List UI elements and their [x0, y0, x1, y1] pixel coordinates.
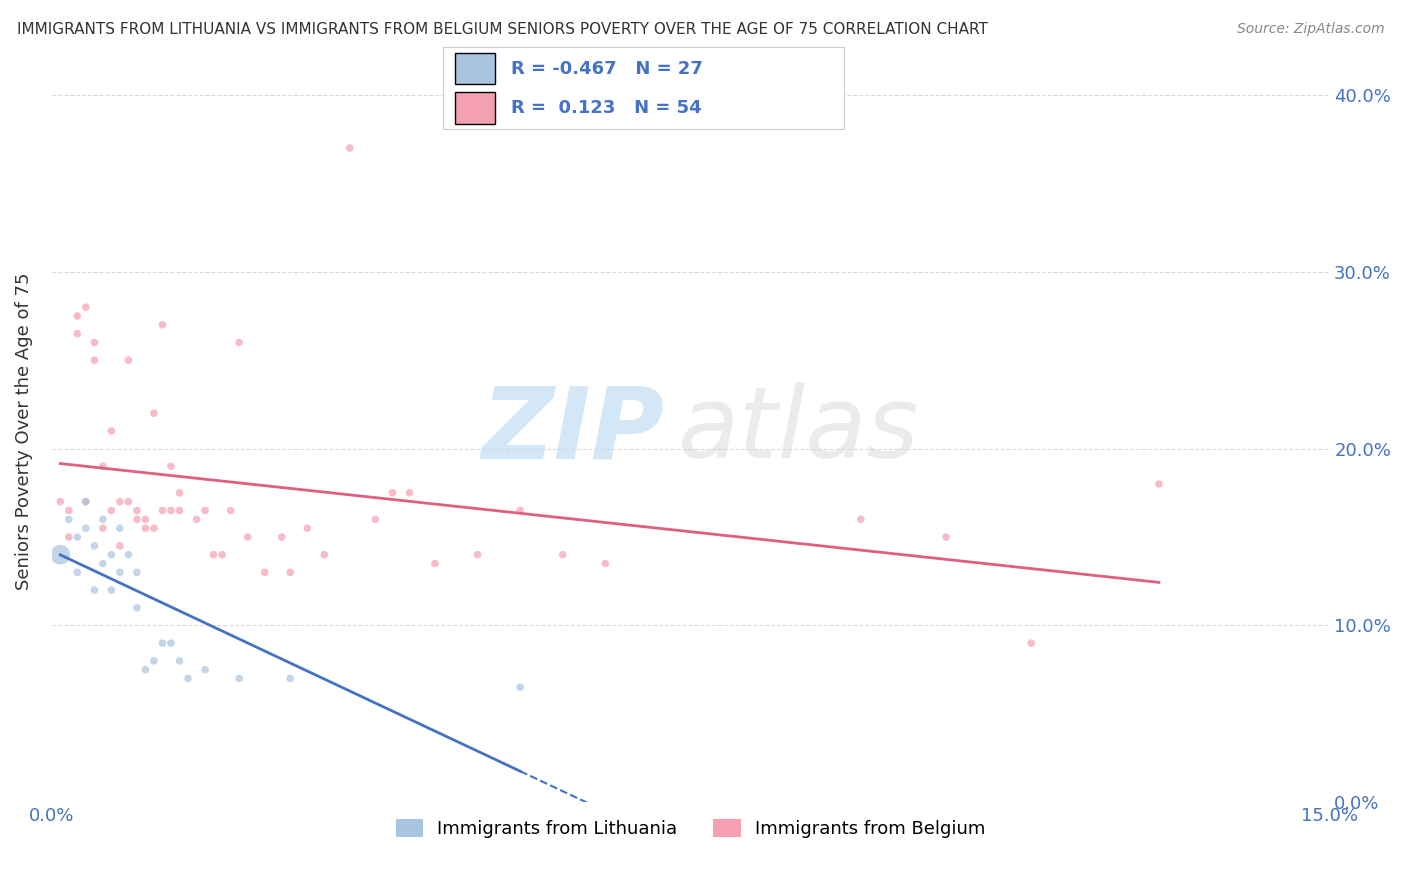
Point	[100, 548, 122, 562]
Point	[339, 141, 361, 155]
Point	[202, 548, 225, 562]
Point	[125, 512, 148, 526]
Point	[83, 353, 105, 368]
Text: ZIP: ZIP	[482, 383, 665, 479]
Legend: Immigrants from Lithuania, Immigrants from Belgium: Immigrants from Lithuania, Immigrants fr…	[388, 812, 993, 846]
Point	[177, 672, 200, 686]
Point	[58, 512, 80, 526]
Point	[91, 512, 114, 526]
Point	[381, 485, 404, 500]
Point	[66, 566, 89, 580]
Point	[278, 672, 301, 686]
Point	[117, 494, 139, 508]
Point	[100, 503, 122, 517]
Point	[551, 548, 574, 562]
Point	[228, 335, 250, 350]
Point	[83, 583, 105, 598]
Point	[509, 503, 531, 517]
Point	[49, 494, 72, 508]
Point	[134, 512, 156, 526]
Point	[58, 530, 80, 544]
Point	[66, 530, 89, 544]
Point	[108, 494, 131, 508]
Point	[160, 459, 183, 474]
Point	[314, 548, 336, 562]
Point	[152, 636, 174, 650]
Point	[398, 485, 420, 500]
Point	[849, 512, 872, 526]
Point	[66, 326, 89, 341]
Point	[364, 512, 387, 526]
Y-axis label: Seniors Poverty Over the Age of 75: Seniors Poverty Over the Age of 75	[15, 272, 32, 590]
Text: IMMIGRANTS FROM LITHUANIA VS IMMIGRANTS FROM BELGIUM SENIORS POVERTY OVER THE AG: IMMIGRANTS FROM LITHUANIA VS IMMIGRANTS …	[17, 22, 988, 37]
Point	[595, 557, 617, 571]
Text: R = -0.467   N = 27: R = -0.467 N = 27	[510, 60, 703, 78]
Point	[219, 503, 242, 517]
Point	[75, 521, 97, 535]
Point	[49, 548, 72, 562]
Point	[160, 503, 183, 517]
Point	[160, 636, 183, 650]
Text: atlas: atlas	[678, 383, 920, 479]
Point	[125, 503, 148, 517]
Point	[83, 335, 105, 350]
Point	[169, 654, 191, 668]
Point	[83, 539, 105, 553]
Point	[169, 485, 191, 500]
Point	[509, 681, 531, 695]
Point	[236, 530, 259, 544]
Point	[117, 548, 139, 562]
Point	[278, 566, 301, 580]
Point	[117, 353, 139, 368]
Text: R =  0.123   N = 54: R = 0.123 N = 54	[510, 99, 702, 117]
Point	[169, 503, 191, 517]
Point	[270, 530, 292, 544]
Point	[108, 566, 131, 580]
Point	[91, 459, 114, 474]
Point	[100, 424, 122, 438]
Point	[66, 309, 89, 323]
Point	[194, 503, 217, 517]
Point	[423, 557, 446, 571]
Point	[125, 600, 148, 615]
Point	[108, 539, 131, 553]
Point	[125, 566, 148, 580]
FancyBboxPatch shape	[456, 93, 495, 124]
Point	[75, 300, 97, 314]
Text: Source: ZipAtlas.com: Source: ZipAtlas.com	[1237, 22, 1385, 37]
Point	[186, 512, 208, 526]
Point	[152, 318, 174, 332]
Point	[228, 672, 250, 686]
Point	[134, 521, 156, 535]
Point	[1019, 636, 1042, 650]
Point	[152, 503, 174, 517]
Point	[297, 521, 319, 535]
Point	[75, 494, 97, 508]
Point	[935, 530, 957, 544]
Point	[142, 521, 165, 535]
Point	[253, 566, 276, 580]
Point	[100, 583, 122, 598]
Point	[142, 654, 165, 668]
Point	[134, 663, 156, 677]
Point	[467, 548, 489, 562]
Point	[142, 406, 165, 420]
Point	[211, 548, 233, 562]
FancyBboxPatch shape	[456, 53, 495, 84]
Point	[58, 503, 80, 517]
Point	[75, 494, 97, 508]
Point	[108, 521, 131, 535]
Point	[91, 521, 114, 535]
Point	[91, 557, 114, 571]
Point	[1147, 477, 1170, 491]
Point	[194, 663, 217, 677]
